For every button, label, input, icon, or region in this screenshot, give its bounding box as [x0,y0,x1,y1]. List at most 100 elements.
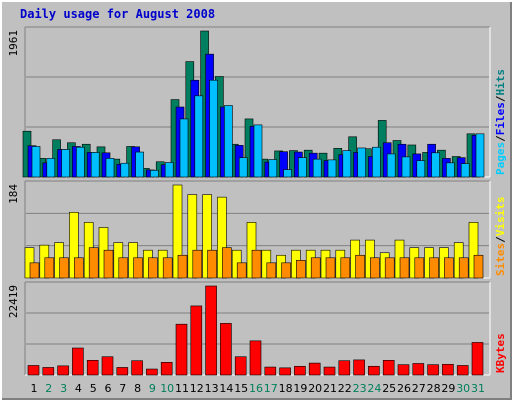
panel-1-bar-pages-day-24 [372,146,381,178]
panel-2-side-label-part: Visits [494,197,507,237]
panel-1-bar-pages-day-16 [253,124,263,178]
panel-3-bar-kbytes-day-19 [294,365,306,376]
panel-1-bar-pages-day-9 [150,169,159,178]
panel-2-bar-visits-day-14 [217,196,227,279]
panel-2-bar-sites-day-15 [236,262,247,279]
x-tick-label-day-15: 15 [234,382,248,395]
panel-2-side-label-part: Sites [494,243,507,276]
panel-2-bar-sites-day-27 [414,257,425,279]
panel-1-bar-pages-day-2 [46,158,56,178]
x-tick-label-day-26: 26 [397,382,411,395]
x-tick-label-day-30: 30 [456,382,470,395]
panel-2-bar-sites-day-12 [192,249,203,279]
panel-1-bar-pages-day-29 [446,162,455,178]
panel-1-bar-pages-day-18 [283,169,292,178]
panel-2-bar-sites-day-16 [251,249,262,279]
panel-3-bar-kbytes-day-3 [57,365,69,376]
panel-2-bar-sites-day-30 [458,257,469,279]
panel-3-bar-kbytes-day-10 [160,361,173,376]
panel-3-bar-kbytes-day-7 [116,367,129,376]
panel-3-bar-kbytes-day-25 [382,360,395,376]
panel-1-bar-pages-day-3 [61,149,70,178]
x-tick-label-day-4: 4 [75,382,82,395]
panel-1-bar-pages-day-26 [401,156,411,178]
panel-3-bar-kbytes-day-15 [234,356,247,376]
panel-2-bar-visits-day-13 [202,194,212,279]
panel-1-bar-pages-day-12 [194,95,204,178]
panel-1-bar-pages-day-5 [90,152,100,178]
panel-3-bar-kbytes-day-13 [205,285,217,376]
panel-2-bar-sites-day-6 [103,249,114,279]
panel-3-bar-kbytes-day-11 [175,323,188,376]
panel-2-bar-sites-day-1 [29,262,40,279]
x-tick-label-day-8: 8 [134,382,141,395]
panel-2-bar-sites-day-14 [222,247,232,279]
panel-1-side-label-part: / [494,95,507,102]
panel-3-bar-kbytes-day-31 [471,342,484,376]
panel-3-bar-kbytes-day-1 [27,365,40,376]
panel-2-bar-sites-day-3 [59,257,69,279]
panel-3-bar-kbytes-day-16 [249,340,262,376]
panel-1-bar-pages-day-8 [135,151,144,178]
panel-2-bar-sites-day-22 [340,257,351,279]
panel-1-bar-pages-day-10 [164,162,174,178]
x-tick-label-day-19: 19 [293,382,307,395]
panel-3-bar-kbytes-day-28 [427,364,439,376]
panel-2-bar-sites-day-19 [296,260,306,279]
panel-1-side-label-part: Hits [494,69,507,96]
panel-2-bar-sites-day-10 [162,257,173,279]
panel-2-bar-sites-day-21 [325,257,336,279]
panel-3-bar-kbytes-day-21 [323,366,336,376]
panel-1-bar-pages-day-31 [475,133,485,178]
panel-2-bar-sites-day-20 [310,257,321,279]
panel-3-y-max-label: 22419 [7,285,20,318]
panel-1-bar-pages-day-14 [224,105,233,178]
panel-3-bar-kbytes-day-4 [72,347,84,376]
x-tick-label-day-27: 27 [412,382,426,395]
x-tick-label-day-17: 17 [264,382,278,395]
panel-2-bar-sites-day-28 [429,257,439,279]
panel-3-bar-kbytes-day-12 [190,305,203,376]
x-tick-label-day-9: 9 [149,382,156,395]
panel-2-bar-sites-day-8 [133,257,143,279]
panel-3-bar-kbytes-day-2 [42,367,55,376]
panel-1-bar-pages-day-25 [386,153,396,178]
x-tick-label-day-24: 24 [367,382,381,395]
panel-2-bar-sites-day-23 [355,254,365,279]
panel-1-y-max-label: 1961 [7,30,20,57]
panel-2-bar-sites-day-2 [44,257,55,279]
x-tick-label-day-21: 21 [323,382,337,395]
panel-3-bar-kbytes-day-17 [264,366,277,376]
x-tick-label-day-22: 22 [338,382,352,395]
panel-3-bar-kbytes-day-6 [101,356,114,376]
panel-1-bar-pages-day-4 [76,146,85,178]
panel-2-bar-sites-day-18 [281,262,291,279]
x-tick-label-day-31: 31 [471,382,485,395]
panel-3-bar-kbytes-day-20 [308,362,321,376]
panel-1-bar-pages-day-28 [431,152,440,178]
panel-2-bar-visits-day-12 [187,194,198,279]
x-tick-label-day-13: 13 [205,382,219,395]
panel-2-side-label: Sites/Visits [494,197,507,277]
panel-3-bar-kbytes-day-29 [442,363,454,376]
panel-3-bar-kbytes-day-23 [353,359,365,376]
panel-2-bar-sites-day-24 [370,257,380,279]
panel-1-bar-pages-day-20 [312,158,322,178]
x-tick-label-day-10: 10 [160,382,174,395]
panel-1-bar-pages-day-23 [357,147,366,178]
x-tick-label-day-12: 12 [190,382,204,395]
panel-1-bar-pages-day-27 [416,160,426,178]
panel-2-bar-sites-day-9 [148,257,158,279]
x-tick-label-day-11: 11 [175,382,189,395]
x-tick-label-day-28: 28 [427,382,441,395]
panel-2-bar-sites-day-31 [473,254,484,279]
panel-3-bar-kbytes-day-18 [279,367,291,376]
panel-1-bar-pages-day-19 [298,157,307,178]
panel-2-bar-visits-day-4 [69,211,79,279]
panel-3-bar-kbytes-day-8 [131,360,143,376]
panel-1-bar-pages-day-6 [105,158,115,178]
panel-2-bar-sites-day-5 [88,247,99,279]
panel-1-bar-pages-day-11 [179,118,189,178]
